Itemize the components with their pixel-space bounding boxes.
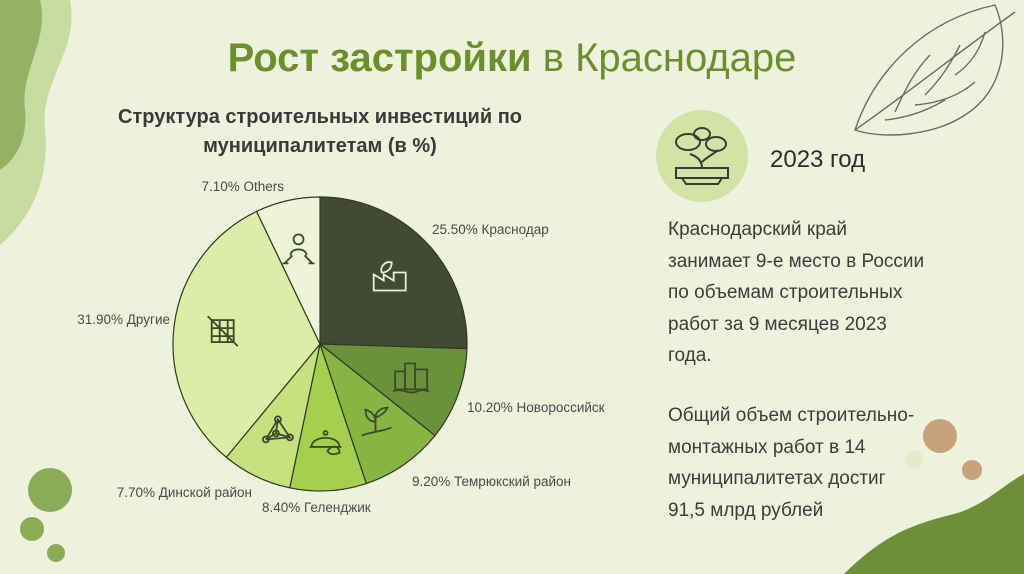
factory-icon [372, 261, 407, 292]
para1-line: работ за 9 месяцев 2023 [668, 313, 887, 335]
decor-bottom-right [844, 419, 1024, 574]
para1-line: года. [668, 345, 712, 366]
plant-icon [361, 406, 392, 437]
pie-chart: 25.50% Краснодар 10.20% Новороссийск 9.20%… [77, 179, 605, 515]
slice-label: 10.20% Новороссийск [467, 400, 605, 415]
para1-line: по объемам строительных [668, 282, 903, 303]
year-label: 2023 год [770, 146, 866, 173]
decor-dots [20, 468, 72, 562]
subtitle-line-2: муниципалитетам (в %) [203, 135, 437, 157]
decor-left-blob [0, 0, 72, 245]
paragraph-volume: Общий объем строительно- монтажных работ… [668, 400, 1008, 526]
cloche-icon [309, 429, 342, 456]
city-icon [392, 362, 430, 394]
para2-line: муниципалитетах достиг [668, 468, 886, 489]
slice-label: 9.20% Темрюкский район [412, 474, 571, 489]
bonsai-icon [675, 127, 729, 185]
para2-line: Общий объем строительно- [668, 405, 915, 426]
leaf-outline-icon [854, 4, 1016, 136]
para2-line: монтажных работ в 14 [668, 436, 866, 458]
pie-slice [318, 343, 468, 437]
network-icon [261, 415, 294, 444]
slice-label: 25.50% Краснодар [432, 222, 549, 237]
pie-slice [172, 210, 321, 459]
para2-line: 91,5 млрд рублей [668, 499, 824, 521]
paragraph-ranking: Краснодарский край занимает 9-е место в … [668, 214, 1008, 372]
subtitle-line-1: Структура строительных инвестиций по [118, 106, 522, 128]
pie-slice [255, 196, 321, 345]
people-icon [282, 233, 315, 265]
para1-line: занимает 9-е место в России [668, 250, 925, 272]
slice-label: 8.40% Геленджик [262, 500, 371, 515]
year-badge [656, 110, 748, 202]
slice-label: 31.90% Другие [77, 312, 170, 327]
slice-label: 7.10% Others [201, 179, 284, 194]
para1-line: Краснодарский край [668, 219, 847, 240]
chart-subtitle: Структура строительных инвестиций по мун… [60, 103, 580, 161]
pie-slice [318, 342, 436, 485]
grid-icon [207, 315, 239, 347]
page-title: Рост застройки в Краснодаре [227, 36, 797, 80]
slice-label: 7.70% Динской район [117, 485, 252, 500]
